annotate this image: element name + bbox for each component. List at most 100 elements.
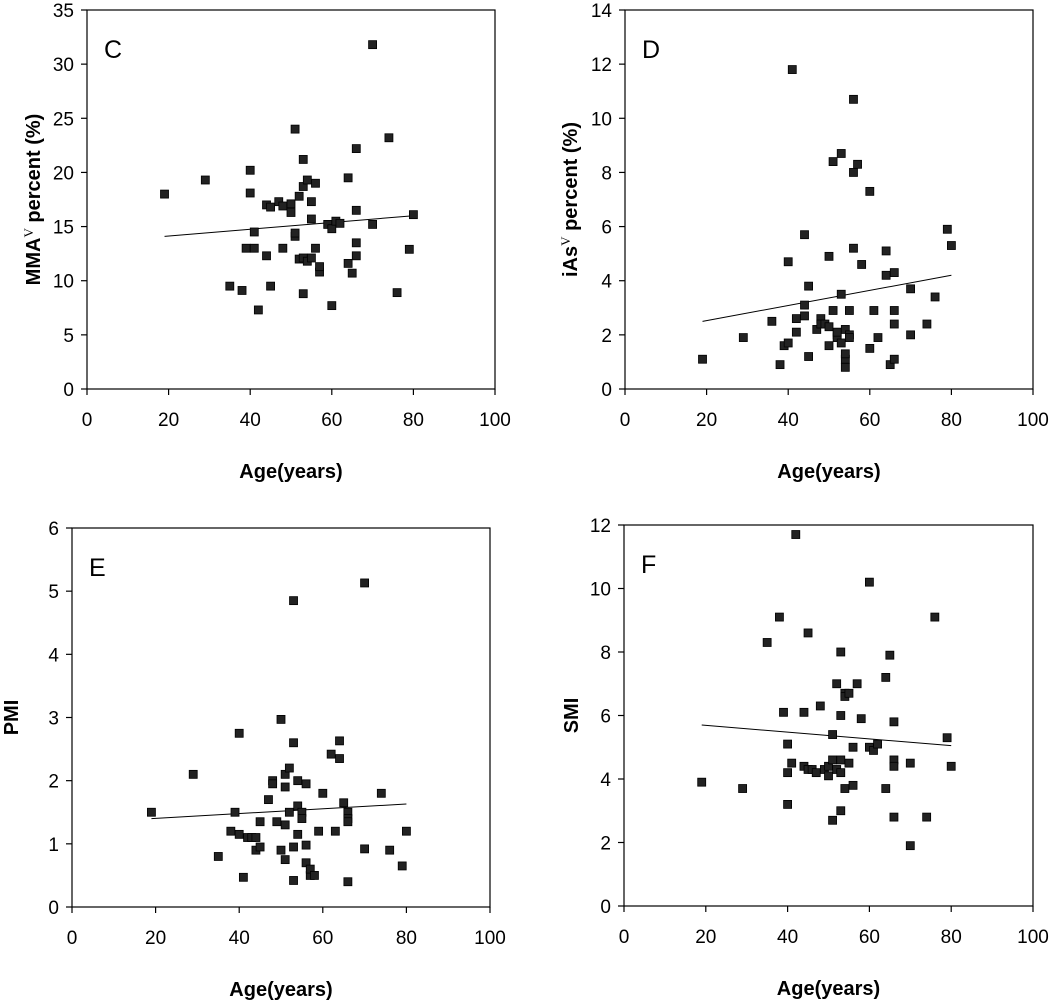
data-point: [225, 281, 235, 291]
y-axis-label-suffix: percent (%): [560, 122, 582, 236]
data-point: [803, 628, 813, 638]
data-point: [404, 244, 414, 254]
data-point: [326, 749, 336, 759]
data-point: [360, 844, 370, 854]
data-point: [840, 362, 850, 372]
data-point: [836, 755, 846, 765]
data-point: [922, 812, 932, 822]
x-tick-label: 100: [474, 928, 506, 949]
data-point: [343, 877, 353, 887]
data-point: [815, 701, 825, 711]
data-point: [762, 638, 772, 647]
y-tick-label: 6: [600, 707, 611, 728]
data-point: [234, 728, 244, 738]
data-point: [385, 845, 395, 855]
x-tick-label: 80: [396, 928, 417, 949]
data-point: [848, 742, 858, 752]
y-axis-label-main: PMI: [1, 700, 23, 736]
y-tick-label: 15: [53, 218, 74, 239]
data-point: [280, 820, 290, 830]
data-point: [339, 798, 349, 808]
data-point: [245, 165, 255, 175]
data-point: [832, 679, 842, 689]
data-point: [828, 755, 837, 765]
data-point: [280, 782, 290, 792]
data-point: [384, 133, 394, 143]
panel-c: 0 5 10 15 20 25 30 35 0 20 40 60 80 100 Age(years) MMAV…: [21, 1, 511, 483]
data-point: [857, 260, 867, 269]
data-point: [905, 841, 915, 851]
data-point: [946, 761, 956, 771]
data-point: [930, 292, 940, 302]
x-tick-label: 60: [321, 410, 342, 431]
data-point: [800, 230, 809, 240]
panel-letter: C: [104, 36, 122, 64]
data-point: [836, 806, 846, 816]
data-point: [845, 333, 854, 342]
y-axis-label: MMAV percent (%): [21, 114, 45, 286]
y-axis-label-superscript: V: [558, 236, 573, 246]
data-point: [845, 306, 854, 315]
data-point: [828, 157, 838, 167]
data-point: [289, 876, 298, 885]
data-point: [249, 243, 259, 253]
data-point: [738, 333, 748, 342]
data-point: [889, 717, 899, 727]
data-point: [775, 360, 785, 370]
y-axis-label-main: SMI: [561, 698, 583, 734]
data-point: [397, 861, 407, 871]
y-tick-label: 6: [601, 218, 612, 239]
y-tick-label: 12: [591, 55, 612, 76]
y-axis-label: SMI: [561, 698, 583, 734]
data-point: [306, 214, 316, 224]
data-point: [799, 707, 809, 717]
data-point: [836, 711, 846, 720]
data-point: [889, 306, 899, 315]
data-point: [241, 243, 251, 253]
data-point: [278, 201, 288, 211]
data-point: [351, 205, 361, 215]
data-point: [368, 40, 378, 50]
data-point: [804, 352, 813, 361]
data-point: [347, 268, 357, 278]
x-tick-label: 100: [1017, 410, 1049, 431]
data-point: [698, 354, 707, 364]
data-point: [289, 738, 298, 748]
data-point: [852, 679, 862, 689]
data-point: [783, 800, 792, 809]
data-point: [351, 238, 361, 248]
plot-frame: [623, 524, 1034, 907]
trend-line: [164, 215, 414, 237]
x-tick-label: 80: [403, 410, 424, 431]
y-tick-label: 14: [591, 1, 613, 22]
data-point: [849, 168, 858, 177]
data-point: [306, 197, 316, 207]
data-point: [906, 330, 915, 340]
data-point: [905, 758, 915, 768]
data-point: [213, 852, 223, 861]
x-tick-label: 20: [696, 410, 717, 431]
data-point: [828, 306, 838, 315]
x-tick-label: 40: [229, 928, 250, 949]
data-point: [906, 284, 915, 294]
y-tick-label: 6: [48, 519, 59, 540]
data-point: [791, 327, 801, 337]
data-point: [844, 688, 854, 698]
data-point: [942, 733, 952, 743]
data-point: [286, 208, 296, 217]
y-tick-label: 10: [590, 580, 611, 601]
data-point: [147, 807, 156, 817]
data-point: [290, 228, 300, 238]
data-point: [930, 612, 940, 622]
data-point: [791, 314, 801, 324]
data-point: [311, 178, 320, 188]
x-tick-label: 0: [619, 927, 630, 948]
data-point: [188, 769, 198, 779]
panel-letter: E: [89, 554, 106, 582]
data-point: [327, 224, 337, 234]
x-tick-label: 0: [620, 410, 631, 431]
data-point: [783, 338, 793, 348]
data-point: [298, 155, 308, 164]
